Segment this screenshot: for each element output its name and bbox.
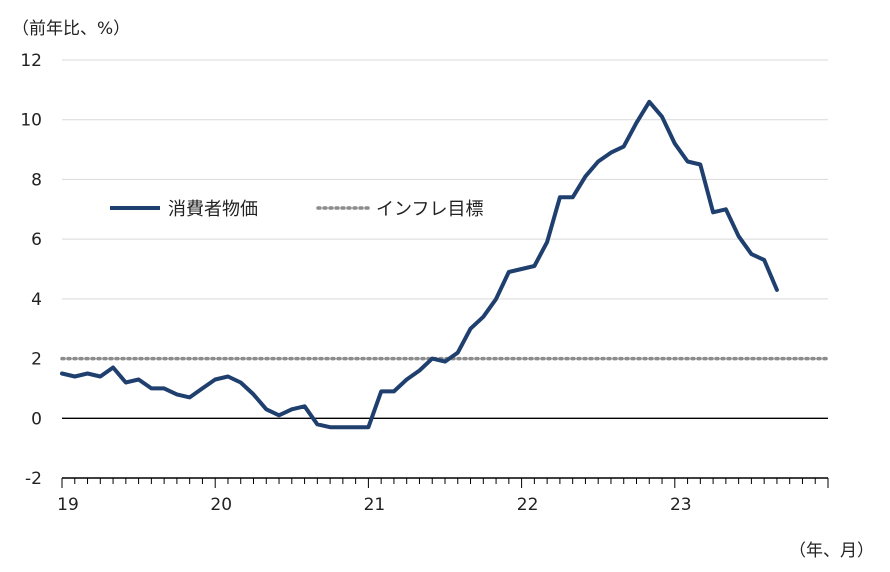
series-line-cpi: [60, 99, 779, 430]
legend: 消費者物価 インフレ目標: [110, 199, 483, 220]
y-tick-label: 12: [20, 51, 42, 71]
legend-label-target: インフレ目標: [376, 199, 483, 220]
x-axis: 19 20 21 22 23: [57, 477, 829, 515]
x-tick-label: 19: [57, 495, 79, 515]
y-tick-label: 4: [31, 290, 42, 310]
x-axis-unit-label: （年、月）: [789, 541, 874, 561]
series-lines: [60, 99, 830, 430]
legend-label-cpi: 消費者物価: [168, 199, 258, 220]
y-tick-label: 0: [31, 409, 42, 429]
y-tick-label: 6: [31, 230, 42, 250]
y-tick-label: -2: [25, 469, 42, 489]
x-tick-label: 22: [517, 495, 539, 515]
x-tick-label: 20: [210, 495, 232, 515]
gridlines: [62, 59, 828, 479]
y-tick-labels: -2 0 2 4 6 8 10 12: [20, 51, 42, 489]
y-tick-label: 10: [20, 111, 42, 131]
y-tick-label: 8: [31, 170, 42, 190]
y-tick-label: 2: [31, 350, 42, 370]
x-tick-label: 23: [670, 495, 692, 515]
y-axis-unit-label: （前年比、%）: [12, 19, 131, 39]
x-tick-label: 21: [364, 495, 386, 515]
